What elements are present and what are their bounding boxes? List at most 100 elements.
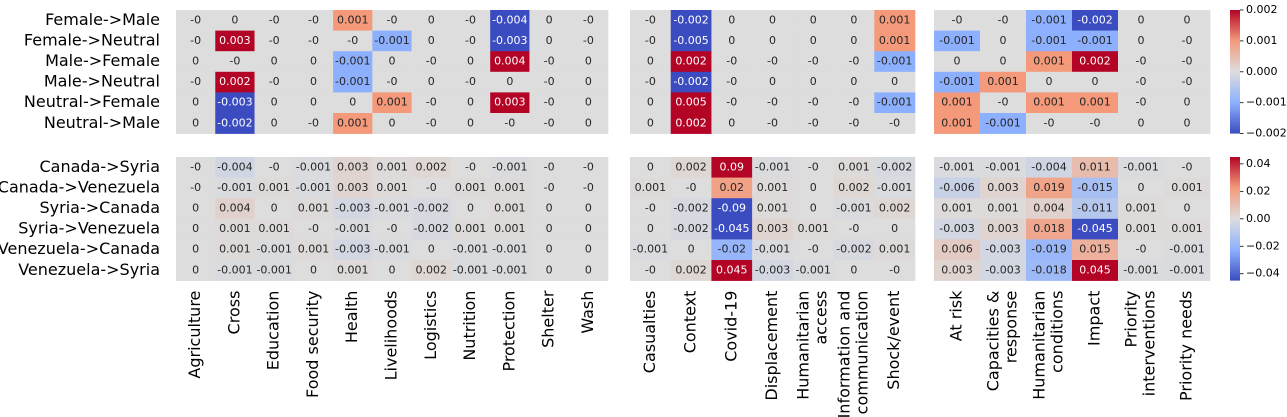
heatmap-cell [630, 51, 672, 73]
cell-label: -0.015 [1077, 181, 1112, 194]
cell-label: 0.001 [337, 116, 369, 129]
heatmap-cell [215, 177, 255, 199]
cell-label: 0 [271, 116, 278, 129]
cell-label: -0 [848, 96, 859, 109]
heatmap-cell [254, 71, 295, 93]
cell-label: -0 [583, 34, 594, 47]
cell-label: -0 [808, 96, 819, 109]
cell-label: 0.005 [675, 96, 707, 109]
cell-label: -0.005 [673, 34, 708, 47]
cell-label: 0 [1000, 34, 1007, 47]
heatmap-cell [176, 157, 216, 178]
cell-label: 0 [546, 222, 553, 235]
cell-label: -0 [808, 243, 819, 256]
cell-label: -0 [848, 116, 859, 129]
heatmap-cell [934, 113, 981, 134]
heatmap-cell [215, 260, 255, 281]
heatmap-cell [490, 260, 530, 281]
heatmap-cell [874, 30, 916, 52]
cell-label: -0.001 [217, 263, 252, 276]
cell-label: -0 [767, 96, 778, 109]
cell-label: -0 [544, 116, 555, 129]
cell-label: 0.002 [1079, 55, 1111, 68]
heatmap-cell [333, 198, 373, 220]
heatmap-cell [176, 92, 216, 114]
heatmap-cell [934, 239, 981, 261]
cell-label: -0.045 [714, 222, 749, 235]
row-label: Male->Neutral [44, 72, 160, 91]
heatmap-cell [254, 157, 295, 178]
heatmap-cell [934, 71, 981, 93]
heatmap-cell [1164, 157, 1211, 178]
cell-label: 0.018 [1033, 222, 1065, 235]
heatmap-cell [1118, 239, 1165, 261]
heatmap-cell [1164, 218, 1211, 240]
heatmap-cell [293, 30, 334, 52]
heatmap-cell [980, 113, 1027, 134]
heatmap-cell [630, 177, 672, 199]
column-label: Context [681, 291, 700, 354]
column-label: Priority needs [1177, 291, 1196, 401]
heatmap-cell [568, 10, 609, 31]
heatmap-cell [333, 51, 373, 73]
cell-label: 0.001 [757, 202, 789, 215]
cell-label: -0.011 [1077, 202, 1112, 215]
heatmap-cell [293, 260, 334, 281]
heatmap-cell [980, 30, 1027, 52]
heatmap-cell [1026, 218, 1073, 240]
heatmap-cell [874, 113, 916, 134]
heatmap-cell [711, 71, 753, 93]
cell-label: -0.006 [939, 181, 974, 194]
cell-label: -0.002 [836, 243, 871, 256]
cell-label: -0.001 [335, 55, 370, 68]
cell-label: -0.001 [492, 263, 527, 276]
heatmap-cell [833, 113, 875, 134]
cell-label: -0 [1182, 160, 1193, 173]
heatmap-cell [1026, 113, 1073, 134]
heatmap-cell [934, 157, 981, 178]
heatmap-cell [450, 198, 491, 220]
cell-label: -0 [645, 202, 656, 215]
cell-label: 0.001 [337, 13, 369, 26]
cell-label: -0 [726, 55, 737, 68]
heatmap-cell [490, 177, 530, 199]
row-label: Syria->Venezuela [18, 219, 160, 238]
heatmap-cell [568, 198, 609, 220]
heatmap-cell [1072, 218, 1119, 240]
heatmap-cell [1026, 239, 1073, 261]
heatmap-cell [980, 260, 1027, 281]
heatmap-cell [1164, 198, 1211, 220]
heatmap-cell [450, 218, 491, 240]
cell-label: -0 [998, 13, 1009, 26]
heatmap-cell [670, 260, 712, 281]
heatmap-cell [293, 92, 334, 114]
cell-label: 0 [769, 34, 776, 47]
heatmap-cell [215, 10, 255, 31]
heatmap-cell [792, 71, 834, 93]
column-label: communication [852, 291, 871, 415]
heatmap-cell [490, 30, 530, 52]
heatmap-cell [670, 71, 712, 93]
heatmap-cell [176, 198, 216, 220]
cell-label: 0.001 [258, 222, 290, 235]
cell-label: -0.002 [673, 202, 708, 215]
heatmap-cell [934, 218, 981, 240]
cell-label: 0.002 [675, 160, 707, 173]
heatmap-cell [293, 157, 334, 178]
cell-label: 0 [310, 96, 317, 109]
heatmap-cell [1072, 177, 1119, 199]
heatmap-cell [490, 218, 530, 240]
row-label: Female->Male [45, 10, 160, 29]
cell-label: -0.02 [718, 243, 746, 256]
cell-label: -0 [308, 116, 319, 129]
row-label: Female->Neutral [24, 30, 160, 49]
cell-label: -0 [583, 181, 594, 194]
cell-label: 0 [467, 116, 474, 129]
heatmap-cell [372, 177, 412, 199]
cell-label: 0 [1092, 75, 1099, 88]
colorbar-tick-label: 0.001 [1246, 34, 1278, 47]
heatmap-cell [711, 10, 753, 31]
cell-label: 0.019 [1033, 181, 1065, 194]
heatmap-cell [792, 30, 834, 52]
heatmap-cell [711, 218, 753, 240]
